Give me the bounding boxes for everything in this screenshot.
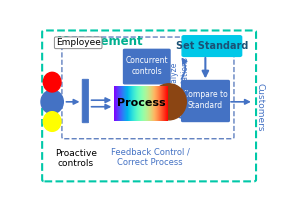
- Text: Input: Input: [40, 97, 64, 106]
- Text: Feedback Control /
Correct Process: Feedback Control / Correct Process: [111, 148, 190, 167]
- Text: Proactive
controls: Proactive controls: [55, 149, 97, 168]
- Text: Analyze
Deviations: Analyze Deviations: [170, 56, 190, 97]
- Text: Output: Output: [152, 97, 185, 106]
- FancyBboxPatch shape: [182, 81, 229, 121]
- FancyBboxPatch shape: [82, 79, 89, 123]
- Text: Employee: Employee: [56, 38, 100, 47]
- Ellipse shape: [152, 84, 186, 120]
- Text: Compare to
Standard: Compare to Standard: [183, 91, 228, 110]
- Text: Customers: Customers: [255, 83, 264, 132]
- Text: Set Standard: Set Standard: [176, 41, 248, 51]
- Ellipse shape: [43, 72, 61, 92]
- Ellipse shape: [41, 90, 63, 114]
- Text: Concurrent
controls: Concurrent controls: [125, 56, 168, 76]
- Ellipse shape: [43, 112, 61, 131]
- FancyBboxPatch shape: [182, 36, 242, 56]
- Text: Management: Management: [57, 35, 144, 48]
- FancyBboxPatch shape: [124, 49, 170, 84]
